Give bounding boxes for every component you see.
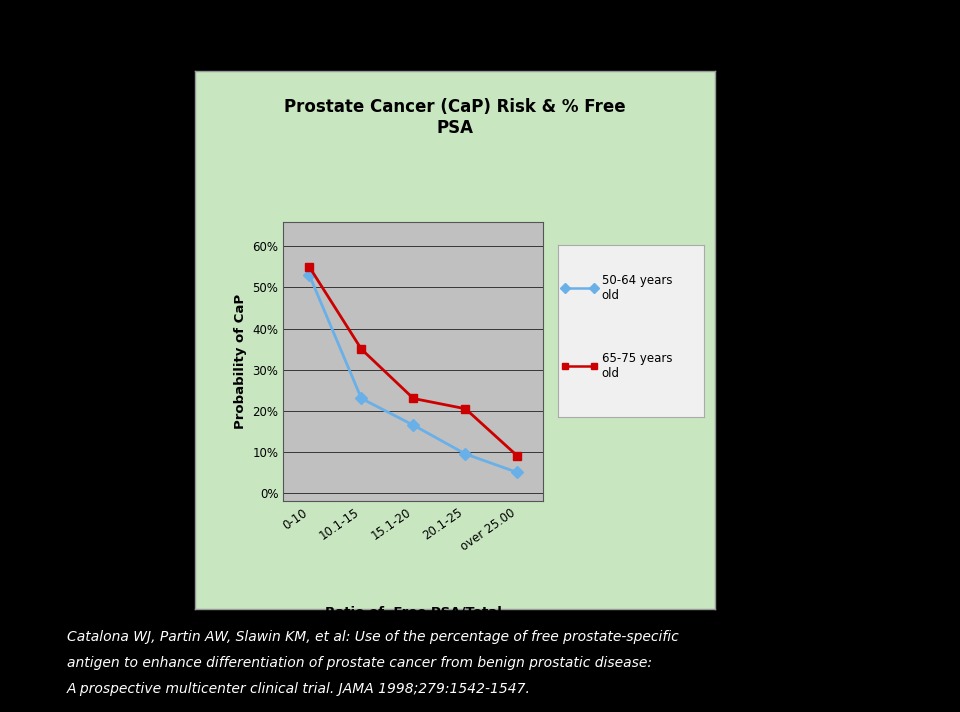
X-axis label: Ratio of  Free PSA/Total
PSA (%): Ratio of Free PSA/Total PSA (%): [325, 606, 502, 634]
50-64 years
old: [303, 271, 315, 279]
Text: 65-75 years
old: 65-75 years old: [602, 352, 672, 379]
50-64 years
old: [355, 394, 367, 403]
Text: Catalona WJ, Partin AW, Slawin KM, et al: Use of the percentage of free prostate: Catalona WJ, Partin AW, Slawin KM, et al…: [67, 630, 679, 644]
Y-axis label: Probability of CaP: Probability of CaP: [234, 294, 247, 429]
Line: 50-64 years
old: 50-64 years old: [305, 271, 521, 476]
50-64 years
old: [460, 450, 471, 459]
Text: antigen to enhance differentiation of prostate cancer from benign prostatic dise: antigen to enhance differentiation of pr…: [67, 656, 652, 671]
65-75 years
old: [460, 404, 471, 413]
Line: 65-75 years
old: 65-75 years old: [305, 263, 521, 460]
65-75 years
old: [408, 394, 420, 403]
Text: 50-64 years
old: 50-64 years old: [602, 274, 672, 303]
65-75 years
old: [512, 451, 523, 460]
50-64 years
old: [512, 468, 523, 477]
Text: A prospective multicenter clinical trial. JAMA 1998;279:1542-1547.: A prospective multicenter clinical trial…: [67, 682, 531, 696]
65-75 years
old: [355, 345, 367, 353]
65-75 years
old: [303, 263, 315, 271]
Text: Prostate Cancer (CaP) Risk & % Free
PSA: Prostate Cancer (CaP) Risk & % Free PSA: [284, 98, 626, 137]
50-64 years
old: [408, 421, 420, 429]
